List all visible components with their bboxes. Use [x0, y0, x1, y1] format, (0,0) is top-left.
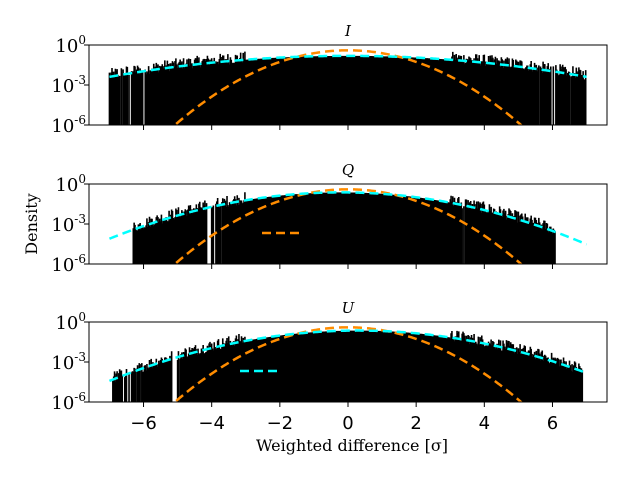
y-tick-label: 10-6	[51, 113, 86, 137]
fitted-gaussian-curve	[108, 329, 587, 383]
legend-label: White noise	[318, 224, 426, 245]
x-tick-label: −4	[198, 413, 225, 434]
panel-title: Q	[342, 161, 354, 179]
data-bars	[112, 330, 584, 402]
y-tick-label: 100	[55, 33, 86, 57]
y-axis-label: Density	[22, 193, 41, 254]
panel-i: 100 10-3 10-6 I Data	[51, 22, 608, 137]
panel-u: 100 10-3 10-6 −6 −4 −2 0 2 4 6 U Fitted Gaussian	[51, 299, 608, 434]
x-tick-label: −2	[267, 413, 294, 434]
panel-q: 100 10-3 10-6 Q White noise	[51, 161, 608, 276]
fitted-gaussian-curve	[108, 191, 588, 246]
y-tick-label: 10-6	[51, 252, 86, 276]
y-tick-label: 10-3	[51, 212, 86, 236]
x-tick-label: 0	[342, 413, 353, 434]
legend-label: Data	[357, 86, 400, 107]
x-tick-label: 6	[547, 413, 558, 434]
y-tick-label: 100	[55, 310, 86, 334]
data-histogram	[132, 192, 556, 264]
data-histogram	[112, 330, 584, 402]
y-tick-label: 10-3	[51, 73, 86, 97]
y-tick-label: 100	[55, 172, 86, 196]
y-tick-label: 10-6	[51, 390, 86, 414]
panel-title: I	[344, 22, 352, 40]
legend-swatch-data	[295, 85, 341, 104]
x-axis-label: Weighted difference [σ]	[256, 436, 448, 455]
x-tick-label: 2	[410, 413, 421, 434]
data-bars	[132, 192, 556, 264]
legend-label: Fitted Gaussian	[298, 362, 442, 383]
fitted-gaussian-curve	[109, 54, 587, 79]
x-tick-label: −6	[130, 413, 157, 434]
panel-title: U	[342, 299, 356, 317]
y-tick-label: 10-3	[51, 350, 86, 374]
x-tick-label: 4	[479, 413, 490, 434]
